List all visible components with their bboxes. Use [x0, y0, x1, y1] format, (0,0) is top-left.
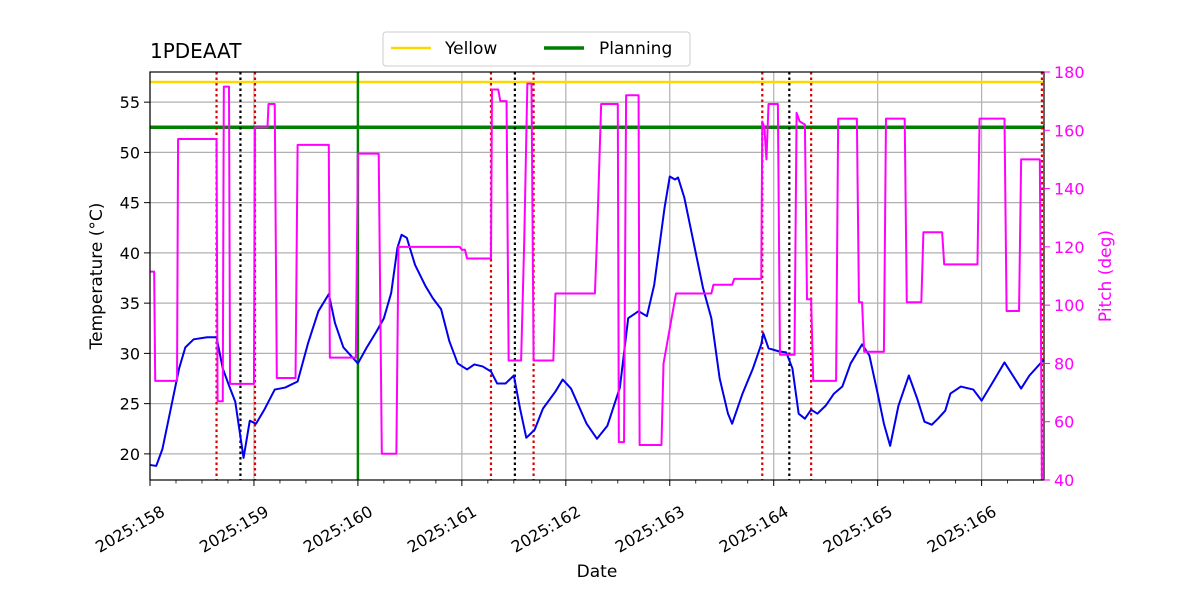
y-right-tick-label: 120	[1054, 238, 1085, 257]
y-axis-left-label: Temperature (°C)	[87, 203, 107, 351]
grid-lines	[149, 72, 1044, 480]
y-axis-right-label: Pitch (deg)	[1096, 230, 1116, 322]
y-left-tick-label: 55	[120, 93, 140, 112]
legend-label-planning: Planning	[599, 39, 672, 59]
y-right-tick-label: 140	[1054, 180, 1085, 199]
x-tick-label: 2025:162	[508, 502, 584, 557]
y-right-tick-label: 180	[1054, 63, 1085, 82]
y-left-tick-label: 20	[120, 445, 140, 464]
chart-title: 1PDEAAT	[150, 39, 242, 63]
pitch-series-line	[150, 82, 1043, 481]
series-lines	[149, 82, 1045, 481]
y-left-tick-label: 45	[120, 194, 140, 213]
y-right-tick-label: 160	[1054, 121, 1085, 140]
x-tick-label: 2025:158	[92, 502, 168, 557]
x-tick-label: 2025:165	[820, 502, 896, 557]
y-left-tick-label: 30	[120, 344, 140, 363]
legend-box	[382, 31, 691, 67]
y-right-tick-label: 40	[1054, 471, 1074, 490]
y-left-tick-label: 25	[120, 395, 140, 414]
y-left-tick-label: 50	[120, 143, 140, 162]
y-left-tick-label: 40	[120, 244, 140, 263]
x-axis-label: Date	[577, 562, 618, 582]
y-right-tick-label: 60	[1054, 413, 1074, 432]
y-left-tick-label: 35	[120, 294, 140, 313]
y-right-tick-label: 80	[1054, 354, 1074, 373]
legend: Yellow Planning	[382, 31, 691, 67]
y-right-tick-label: 100	[1054, 296, 1085, 315]
x-tick-label: 2025:164	[716, 502, 792, 557]
x-tick-label: 2025:163	[612, 502, 688, 557]
temperature-series-line	[149, 175, 1045, 467]
x-tick-label: 2025:160	[300, 502, 376, 557]
plot-frame	[149, 71, 1045, 481]
x-tick-label: 2025:159	[196, 502, 272, 557]
x-tick-label: 2025:166	[924, 502, 1000, 557]
x-tick-label: 2025:161	[404, 502, 480, 557]
legend-label-yellow: Yellow	[444, 39, 497, 59]
reference-lines	[150, 72, 1044, 480]
